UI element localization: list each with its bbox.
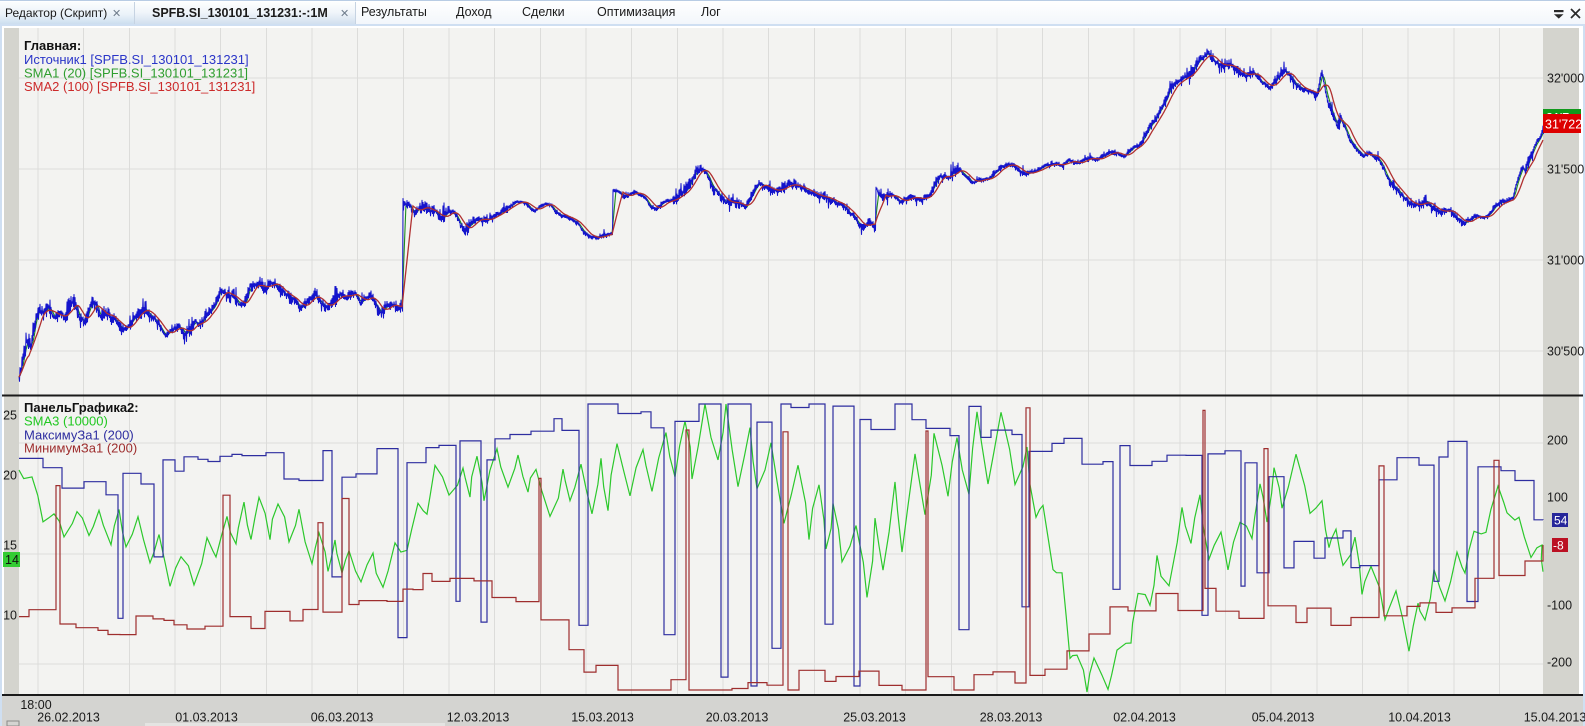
svg-text:14: 14 xyxy=(5,553,19,567)
svg-text:ПанельГрафика2:: ПанельГрафика2: xyxy=(24,400,139,415)
svg-text:15.03.2013: 15.03.2013 xyxy=(571,711,634,725)
svg-text:31'722: 31'722 xyxy=(1545,118,1582,132)
svg-text:10.04.2013: 10.04.2013 xyxy=(1388,711,1451,725)
svg-text:30'500: 30'500 xyxy=(1547,345,1584,359)
svg-text:20: 20 xyxy=(3,469,17,483)
svg-text:Главная:: Главная: xyxy=(24,38,81,53)
svg-text:31'000: 31'000 xyxy=(1547,254,1584,268)
svg-text:54: 54 xyxy=(1554,514,1568,528)
svg-text:01.03.2013: 01.03.2013 xyxy=(175,711,238,725)
svg-text:26.02.2013: 26.02.2013 xyxy=(37,711,100,725)
svg-text:15.04.2013: 15.04.2013 xyxy=(1524,711,1585,725)
svg-text:25: 25 xyxy=(3,409,17,423)
svg-text:SMA3 (10000): SMA3 (10000) xyxy=(24,414,108,429)
svg-text:12.03.2013: 12.03.2013 xyxy=(447,711,510,725)
svg-text:06.03.2013: 06.03.2013 xyxy=(311,711,374,725)
svg-text:10: 10 xyxy=(3,609,17,623)
svg-text:МинимумЗа1 (200): МинимумЗа1 (200) xyxy=(24,441,137,456)
svg-text:31'500: 31'500 xyxy=(1547,163,1584,177)
svg-text:25.03.2013: 25.03.2013 xyxy=(843,711,906,725)
svg-text:-8: -8 xyxy=(1553,539,1564,553)
svg-text:32'000: 32'000 xyxy=(1547,72,1584,86)
svg-text:-200: -200 xyxy=(1547,656,1572,670)
svg-text:100: 100 xyxy=(1547,491,1568,505)
svg-text:МаксимуЗа1 (200): МаксимуЗа1 (200) xyxy=(24,428,134,443)
svg-text:28.03.2013: 28.03.2013 xyxy=(980,711,1043,725)
svg-text:-100: -100 xyxy=(1547,599,1572,613)
svg-text:SMA1 (20) [SPFB.SI_130101_1312: SMA1 (20) [SPFB.SI_130101_131231] xyxy=(24,66,248,81)
svg-text:20.03.2013: 20.03.2013 xyxy=(706,711,769,725)
svg-text:200: 200 xyxy=(1547,434,1568,448)
svg-text:05.04.2013: 05.04.2013 xyxy=(1252,711,1315,725)
svg-text:18:00: 18:00 xyxy=(20,698,51,712)
svg-text:15: 15 xyxy=(3,539,17,553)
svg-text:Источник1 [SPFB.SI_130101_1312: Источник1 [SPFB.SI_130101_131231] xyxy=(24,52,249,67)
svg-text:SMA2 (100) [SPFB.SI_130101_131: SMA2 (100) [SPFB.SI_130101_131231] xyxy=(24,79,255,94)
svg-text:02.04.2013: 02.04.2013 xyxy=(1113,711,1176,725)
